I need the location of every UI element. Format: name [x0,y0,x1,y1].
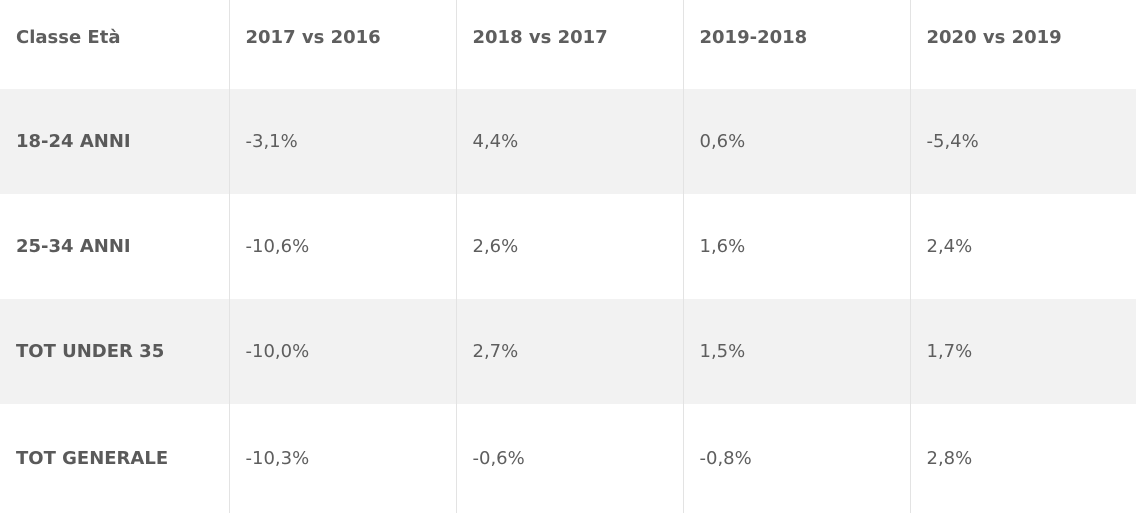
table-header: Classe Età 2017 vs 2016 2018 vs 2017 201… [0,0,1136,89]
header-row: Classe Età 2017 vs 2016 2018 vs 2017 201… [0,0,1136,89]
header-2018-vs-2017: 2018 vs 2017 [455,0,683,89]
table-cell: -10,0% [228,299,456,404]
table-cell: -0,8% [682,404,910,513]
table-cell: -10,3% [228,404,456,513]
table-body: 18-24 ANNI -3,1% 4,4% 0,6% -5,4% 25-34 A… [0,89,1136,513]
row-label: 18-24 ANNI [16,131,131,152]
table-cell: 1,6% [682,194,910,299]
table-cell: -0,6% [455,404,683,513]
header-age-class: Classe Età [16,27,121,48]
header-2020-vs-2019: 2020 vs 2019 [909,0,1136,89]
table-cell: 2,6% [455,194,683,299]
row-label: TOT GENERALE [16,448,169,469]
table-cell: -3,1% [228,89,456,194]
table-cell: 0,6% [682,89,910,194]
table-cell: 2,8% [909,404,1136,513]
table-cell: 1,5% [682,299,910,404]
table-cell: -5,4% [909,89,1136,194]
table-cell: 4,4% [455,89,683,194]
row-label: 25-34 ANNI [16,236,131,257]
table-cell: 2,7% [455,299,683,404]
row-label: TOT UNDER 35 [16,341,165,362]
header-2019-2018: 2019-2018 [682,0,910,89]
table-row: TOT GENERALE -10,3% -0,6% -0,8% 2,8% [0,404,1136,513]
table-cell: 1,7% [909,299,1136,404]
table-row: 25-34 ANNI -10,6% 2,6% 1,6% 2,4% [0,194,1136,299]
table-row: 18-24 ANNI -3,1% 4,4% 0,6% -5,4% [0,89,1136,194]
table-cell: -10,6% [228,194,456,299]
table-row: TOT UNDER 35 -10,0% 2,7% 1,5% 1,7% [0,299,1136,404]
header-2017-vs-2016: 2017 vs 2016 [228,0,456,89]
table-cell: 2,4% [909,194,1136,299]
